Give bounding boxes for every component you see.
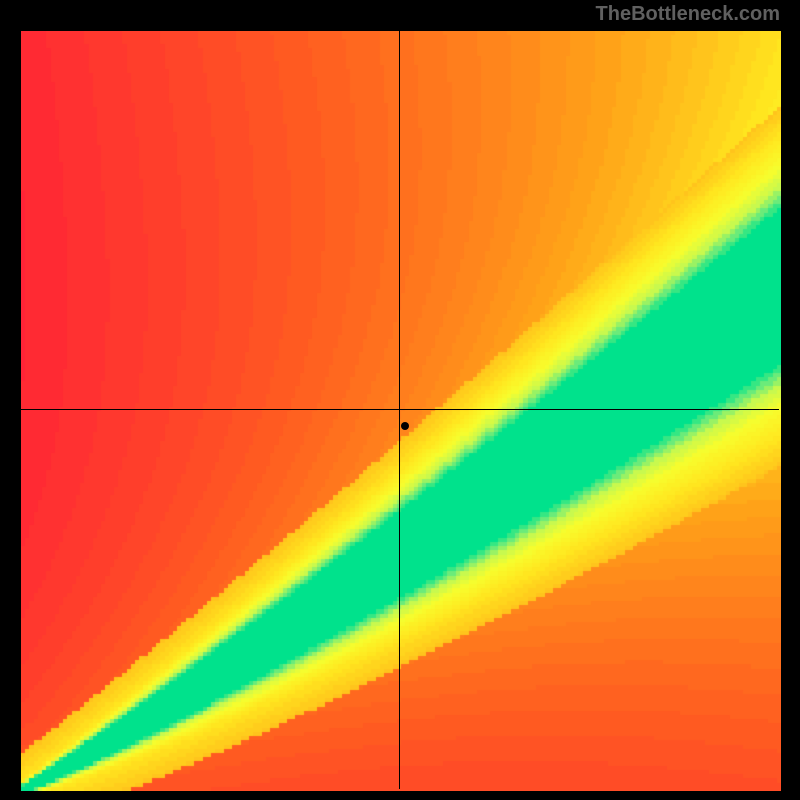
crosshair-horizontal (21, 409, 779, 410)
crosshair-vertical (399, 31, 400, 789)
watermark-text: TheBottleneck.com (596, 3, 780, 26)
heatmap-plot (20, 30, 780, 790)
heatmap-canvas (21, 31, 781, 791)
data-point-marker (401, 422, 409, 430)
